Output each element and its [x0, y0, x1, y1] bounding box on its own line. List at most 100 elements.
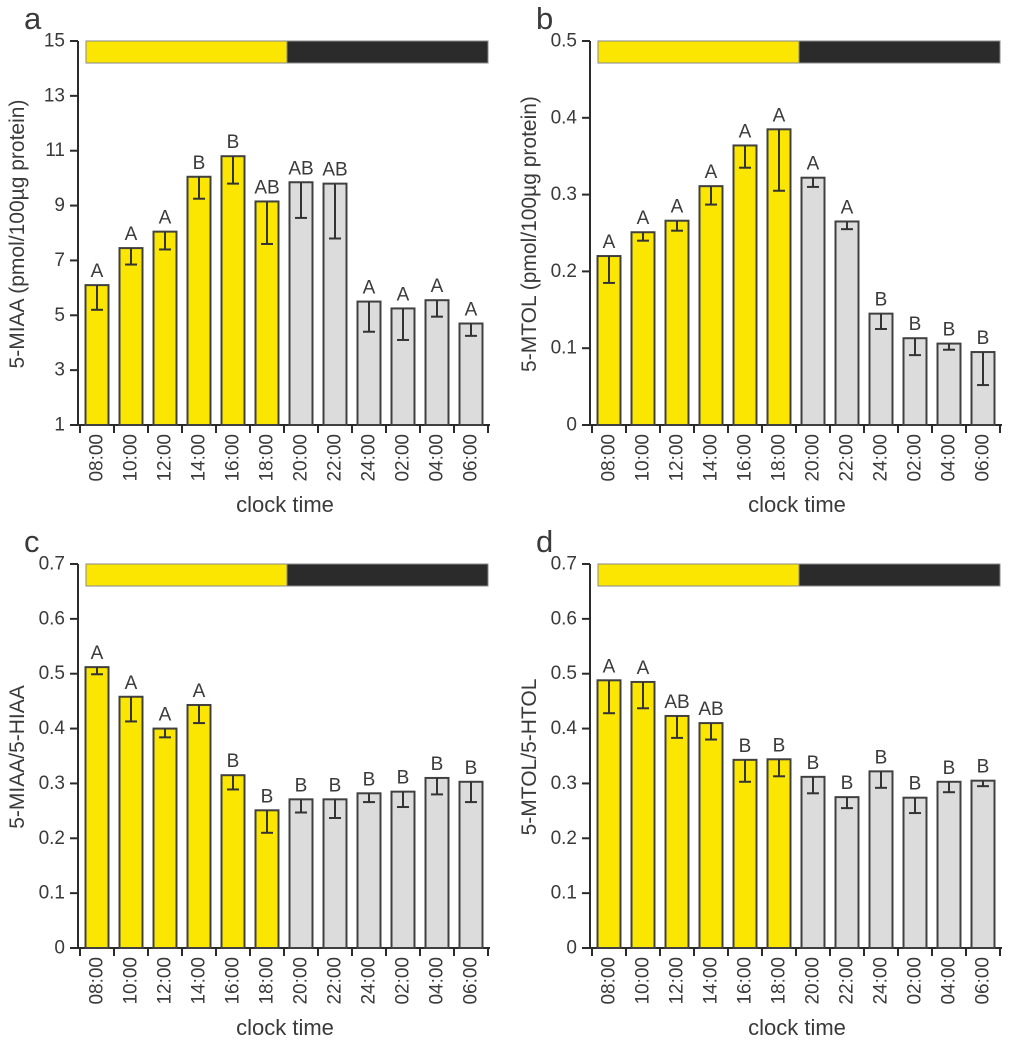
x-tick-label: 22:00: [325, 957, 346, 1005]
significance-letter: B: [841, 773, 854, 794]
x-tick-label: 06:00: [461, 957, 482, 1005]
panel-a-plot: 1 3 5 7 9 11 13 15 A 08:00 A 10:00 A 12:00 B 14:00 B 16:0…: [0, 0, 512, 524]
x-tick-label: 04:00: [939, 434, 960, 482]
chart-svg: 0 0.1 0.2 0.3 0.4 0.5 0.6 0.7 A 08:00 A 10:00 A 12:00…: [39, 554, 490, 1005]
bar: [664, 219, 690, 426]
panel-b-y-axis-label: 5-MTOL (pmol/100µg protein): [518, 96, 541, 372]
bar: [424, 776, 450, 949]
significance-letter: B: [193, 153, 206, 174]
bar: [868, 312, 894, 427]
significance-letter: B: [807, 753, 820, 774]
y-tick-label: 0.3: [551, 773, 577, 794]
bar: [356, 792, 382, 949]
bar: [732, 758, 758, 949]
significance-letter: A: [91, 643, 104, 664]
significance-letter: A: [193, 681, 206, 702]
significance-letter: A: [603, 656, 616, 677]
x-tick-label: 12:00: [667, 957, 688, 1005]
panel-d-letter: d: [536, 524, 554, 559]
x-tick-label: 22:00: [837, 434, 858, 482]
panel-b-plot: 0 0.1 0.2 0.3 0.4 0.5 A 08:00 A 10:00 A 12:00 A 14:00…: [512, 0, 1024, 524]
significance-letter: B: [943, 758, 956, 779]
y-tick-label: 0.1: [551, 883, 577, 904]
dark-phase-strip: [798, 563, 1001, 587]
bar: [220, 155, 246, 426]
significance-letter: B: [227, 751, 240, 772]
y-tick-label: 0: [566, 415, 577, 436]
y-tick-label: 0.6: [551, 608, 577, 629]
significance-letter: B: [397, 768, 410, 789]
bar: [458, 780, 484, 950]
significance-letter: B: [295, 775, 308, 796]
bar: [288, 798, 314, 949]
significance-letter: B: [773, 735, 786, 756]
x-tick-label: 04:00: [939, 957, 960, 1005]
significance-letter: A: [363, 278, 376, 299]
bar: [698, 722, 724, 949]
bar: [800, 775, 826, 949]
x-tick-label: 14:00: [189, 434, 210, 482]
bar: [766, 758, 792, 949]
bar: [698, 185, 724, 426]
x-tick-label: 20:00: [803, 957, 824, 1005]
x-tick-label: 06:00: [461, 434, 482, 482]
bar: [424, 299, 450, 427]
significance-letter: A: [397, 284, 410, 305]
x-tick-label: 22:00: [325, 434, 346, 482]
x-tick-label: 20:00: [291, 957, 312, 1005]
significance-letter: B: [875, 747, 888, 768]
dark-phase-strip: [286, 563, 489, 587]
x-tick-label: 14:00: [701, 434, 722, 482]
bar: [186, 175, 212, 426]
panel-d: 0 0.1 0.2 0.3 0.4 0.5 0.6 0.7 A 08:00 A 10:00 AB 12:0…: [512, 523, 1024, 1047]
light-phase-strip: [85, 40, 288, 64]
panel-c-letter: c: [24, 524, 40, 559]
y-tick-label: 0.7: [39, 554, 65, 575]
x-tick-label: 12:00: [155, 434, 176, 482]
significance-letter: A: [465, 300, 478, 321]
x-tick-label: 04:00: [427, 434, 448, 482]
y-tick-label: 0.5: [551, 663, 577, 684]
x-tick-label: 14:00: [189, 957, 210, 1005]
x-tick-label: 24:00: [359, 957, 380, 1005]
y-tick-label: 11: [45, 140, 65, 161]
panel-b-letter: b: [536, 1, 554, 36]
bar: [868, 770, 894, 949]
significance-letter: AB: [698, 699, 723, 720]
x-tick-label: 22:00: [837, 957, 858, 1005]
significance-letter: A: [159, 705, 172, 726]
bar: [84, 666, 110, 949]
y-tick-label: 0.4: [551, 718, 578, 739]
bar: [322, 798, 348, 949]
x-tick-label: 12:00: [155, 957, 176, 1005]
panel-c-x-axis-label: clock time: [236, 1015, 334, 1040]
x-tick-label: 24:00: [871, 434, 892, 482]
x-tick-label: 18:00: [257, 957, 278, 1005]
significance-letter: B: [431, 754, 444, 775]
x-tick-label: 16:00: [735, 957, 756, 1005]
x-tick-label: 02:00: [905, 957, 926, 1005]
x-tick-label: 02:00: [393, 957, 414, 1005]
y-tick-label: 0.1: [39, 883, 65, 904]
x-tick-label: 14:00: [701, 957, 722, 1005]
bar: [220, 774, 246, 949]
significance-letter: B: [363, 769, 376, 790]
y-tick-label: 0.7: [551, 554, 577, 575]
bar: [118, 247, 144, 426]
panel-a-y-axis-label: 5-MIAA (pmol/100µg protein): [6, 99, 29, 369]
x-tick-label: 18:00: [769, 957, 790, 1005]
x-tick-label: 08:00: [599, 434, 620, 482]
significance-letter: A: [159, 208, 172, 229]
bar: [152, 230, 178, 426]
significance-letter: B: [329, 775, 342, 796]
bar: [596, 679, 622, 949]
significance-letter: A: [91, 261, 104, 282]
significance-letter: A: [739, 121, 752, 142]
x-tick-label: 24:00: [871, 957, 892, 1005]
bar: [152, 727, 178, 949]
bar: [732, 144, 758, 426]
panel-c: 0 0.1 0.2 0.3 0.4 0.5 0.6 0.7 A 08:00 A 10:00 A 12:00…: [0, 523, 512, 1047]
significance-letter: B: [739, 736, 752, 757]
significance-letter: A: [603, 232, 616, 253]
